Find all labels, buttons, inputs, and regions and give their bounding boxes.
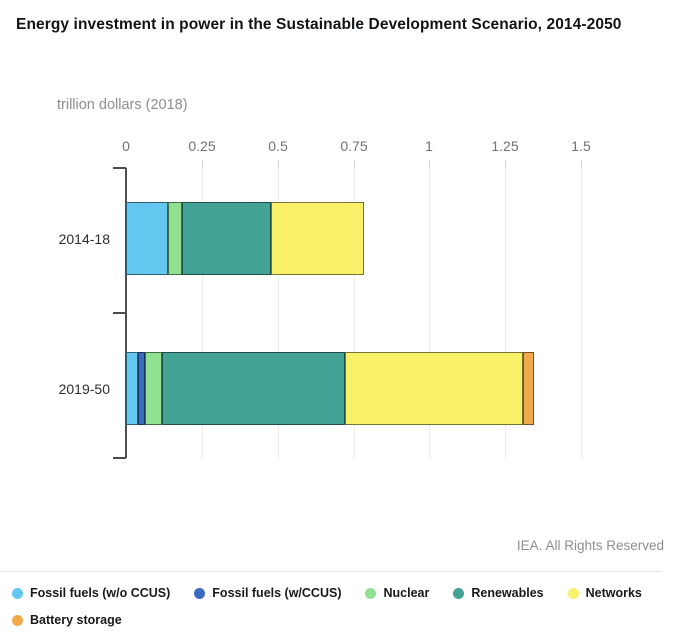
- bar-segment[interactable]: [271, 202, 364, 275]
- legend-label: Renewables: [471, 586, 544, 600]
- x-axis-tick-label: 0.5: [268, 138, 288, 154]
- bar-2019-50: [126, 352, 534, 425]
- legend: Fossil fuels (w/o CCUS) Fossil fuels (w/C…: [12, 586, 660, 627]
- plot-area: 0 0.25 0.5 0.75 1 1.25 1.5 2014-18 2019-50: [59, 138, 660, 459]
- y-axis-tick: [113, 312, 126, 314]
- y-axis-tick: [113, 167, 126, 169]
- chart-title: Energy investment in power in the Sustai…: [16, 16, 622, 33]
- legend-item[interactable]: Fossil fuels (w/o CCUS): [12, 586, 170, 600]
- category-label: 2019-50: [58, 380, 110, 397]
- x-axis-tick: [354, 160, 355, 168]
- category-label: 2014-18: [58, 230, 110, 247]
- legend-color-dot: [12, 614, 23, 626]
- x-axis-tick-label: 0.25: [188, 138, 216, 154]
- x-axis-tick-label: 1.25: [491, 138, 519, 154]
- bar-segment[interactable]: [126, 352, 138, 425]
- bar-segment[interactable]: [181, 202, 272, 275]
- legend-label: Networks: [585, 586, 642, 600]
- legend-color-dot: [365, 587, 377, 599]
- y-axis-tick: [113, 457, 126, 459]
- x-axis-tick-label: 1: [425, 138, 433, 154]
- legend-label: Fossil fuels (w/CCUS): [212, 586, 342, 600]
- x-axis-tick-label: 0.75: [340, 138, 368, 154]
- bar-segment[interactable]: [126, 202, 168, 275]
- x-axis-tick: [429, 160, 430, 168]
- bar-segment[interactable]: [345, 352, 523, 425]
- gridline: [354, 168, 355, 458]
- bar-segment[interactable]: [522, 352, 534, 425]
- gridline: [429, 168, 430, 458]
- legend-color-dot: [453, 587, 465, 599]
- bar-segment[interactable]: [145, 352, 163, 425]
- axis-unit-label: trillion dollars (2018): [57, 97, 188, 113]
- legend-item[interactable]: Fossil fuels (w/CCUS): [194, 586, 341, 600]
- legend-color-dot: [194, 587, 206, 599]
- y-axis-line: [125, 168, 127, 458]
- divider: [0, 571, 662, 572]
- legend-label: Battery storage: [30, 613, 122, 627]
- x-axis-tick: [278, 160, 279, 168]
- legend-item[interactable]: Renewables: [453, 586, 544, 600]
- legend-label: Nuclear: [383, 586, 430, 600]
- x-axis-tick-label: 0: [122, 138, 130, 154]
- legend-label: Fossil fuels (w/o CCUS): [30, 586, 171, 600]
- gridline: [278, 168, 279, 458]
- gridline: [202, 168, 203, 458]
- x-axis-tick: [581, 160, 582, 168]
- legend-color-dot: [12, 587, 23, 599]
- x-axis-tick: [505, 160, 506, 168]
- x-axis-tick: [202, 160, 203, 168]
- gridline: [581, 168, 582, 458]
- legend-item[interactable]: Nuclear: [365, 586, 429, 600]
- bar-segment[interactable]: [167, 202, 182, 275]
- bar-2014-18: [126, 202, 364, 275]
- x-axis-tick-label: 1.5: [571, 138, 591, 154]
- bar-segment[interactable]: [137, 352, 146, 425]
- gridline: [505, 168, 506, 458]
- legend-item[interactable]: Networks: [567, 586, 642, 600]
- legend-color-dot: [567, 587, 579, 599]
- legend-item[interactable]: Battery storage: [12, 613, 122, 627]
- bar-segment[interactable]: [162, 352, 346, 425]
- copyright-text: IEA. All Rights Reserved: [516, 538, 664, 553]
